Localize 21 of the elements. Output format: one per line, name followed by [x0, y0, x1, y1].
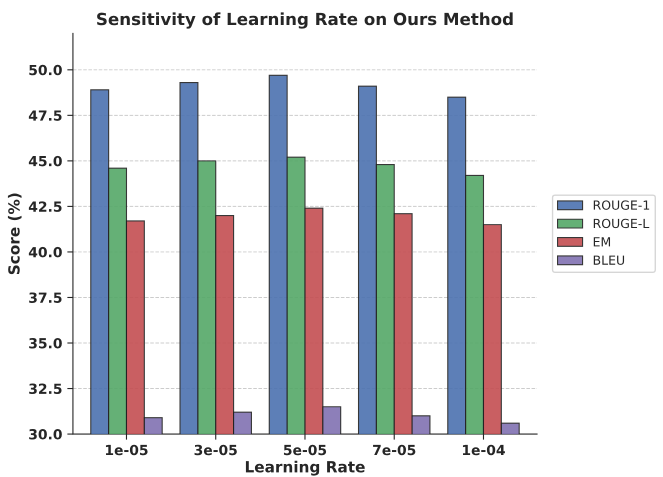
y-tick-label: 42.5: [28, 201, 62, 212]
x-tick-label: 1e-04: [462, 444, 505, 456]
x-tick-label: 5e-05: [284, 444, 326, 456]
y-tick-label: 40.0: [28, 246, 62, 258]
y-tick-label: 50.0: [29, 64, 62, 76]
x-tick-label: 3e-05: [194, 444, 237, 456]
y-axis-title: Score (%): [8, 194, 22, 274]
y-tick-label: 37.5: [29, 292, 62, 303]
x-tick-label: 1e-05: [106, 444, 148, 456]
legend-label: EM: [594, 237, 610, 246]
y-tick-label: 35.0: [29, 338, 62, 348]
x-axis-title: Learning Rate: [246, 460, 365, 476]
legend-label: ROUGE-L: [594, 218, 650, 228]
legend-label: ROUGE-1: [594, 200, 650, 210]
x-tick-label: 7e-05: [373, 444, 416, 456]
y-tick-label: 47.5: [28, 110, 62, 121]
chart-title: Sensitivity of Learning Rate on Ours Method: [97, 12, 513, 29]
y-tick-label: 32.5: [29, 384, 62, 394]
legend-label: BLEU: [594, 256, 624, 265]
y-tick-label: 45.0: [28, 156, 62, 166]
y-tick-label: 30.0: [29, 429, 62, 440]
